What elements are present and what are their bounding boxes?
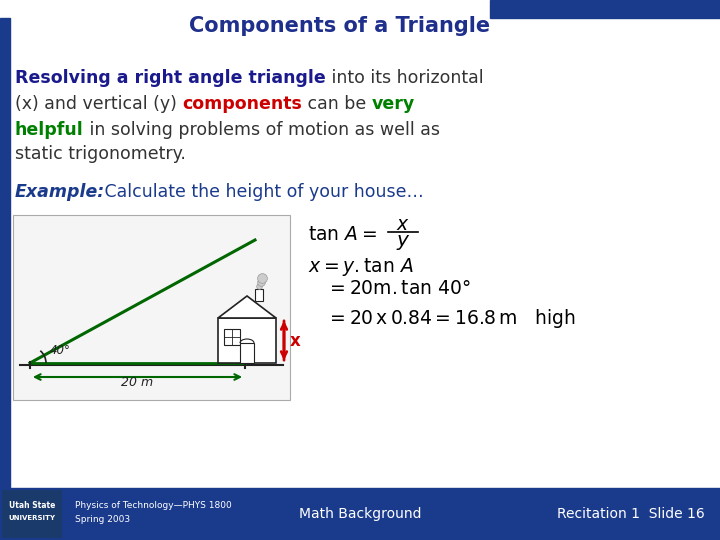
Text: helpful: helpful [15, 121, 84, 139]
Text: $= 20\mathrm{m}\mathit{.}\tan\,40°$: $= 20\mathrm{m}\mathit{.}\tan\,40°$ [326, 279, 471, 298]
Bar [490, 0, 720, 18]
Bar [0, 488, 720, 540]
Text: Calculate the height of your house…: Calculate the height of your house… [88, 183, 424, 201]
Text: $x = y\mathit{.}\tan\,A$: $x = y\mathit{.}\tan\,A$ [308, 256, 414, 278]
Text: Utah State: Utah State [9, 502, 55, 510]
Text: Recitation 1  Slide 16: Recitation 1 Slide 16 [557, 507, 705, 521]
Text: static trigonometry.: static trigonometry. [15, 145, 186, 163]
Text: $x$: $x$ [396, 215, 410, 234]
Text: into its horizontal: into its horizontal [325, 69, 483, 87]
Bar [2, 490, 62, 538]
Text: (x) and vertical (y): (x) and vertical (y) [15, 95, 182, 113]
Bar [13, 215, 290, 400]
Bar [255, 289, 263, 301]
Text: $\tan\,A=$: $\tan\,A=$ [308, 226, 377, 245]
Bar [224, 329, 240, 345]
Text: $y$: $y$ [396, 233, 410, 253]
Text: UNIVERSITY: UNIVERSITY [9, 515, 55, 521]
Text: 20 m: 20 m [122, 376, 153, 389]
Bar [218, 318, 276, 363]
Polygon shape [218, 296, 276, 318]
Text: $= 20\,\mathrm{x}\,0.84 = 16.8\,\mathrm{m}$   high: $= 20\,\mathrm{x}\,0.84 = 16.8\,\mathrm{… [326, 307, 576, 330]
Bar [0, 18, 10, 488]
Text: very: very [372, 95, 415, 113]
Text: x: x [290, 332, 301, 349]
Text: 40°: 40° [50, 344, 71, 357]
Text: Spring 2003: Spring 2003 [75, 516, 130, 524]
Text: can be: can be [302, 95, 372, 113]
Text: Resolving a right angle triangle: Resolving a right angle triangle [15, 69, 325, 87]
Text: in solving problems of motion as well as: in solving problems of motion as well as [84, 121, 440, 139]
Text: Physics of Technology—PHYS 1800: Physics of Technology—PHYS 1800 [75, 502, 232, 510]
Text: Components of a Triangle: Components of a Triangle [189, 16, 490, 36]
Text: Math Background: Math Background [299, 507, 421, 521]
Bar [240, 343, 254, 363]
Text: Example:: Example: [15, 183, 105, 201]
Text: components: components [182, 95, 302, 113]
